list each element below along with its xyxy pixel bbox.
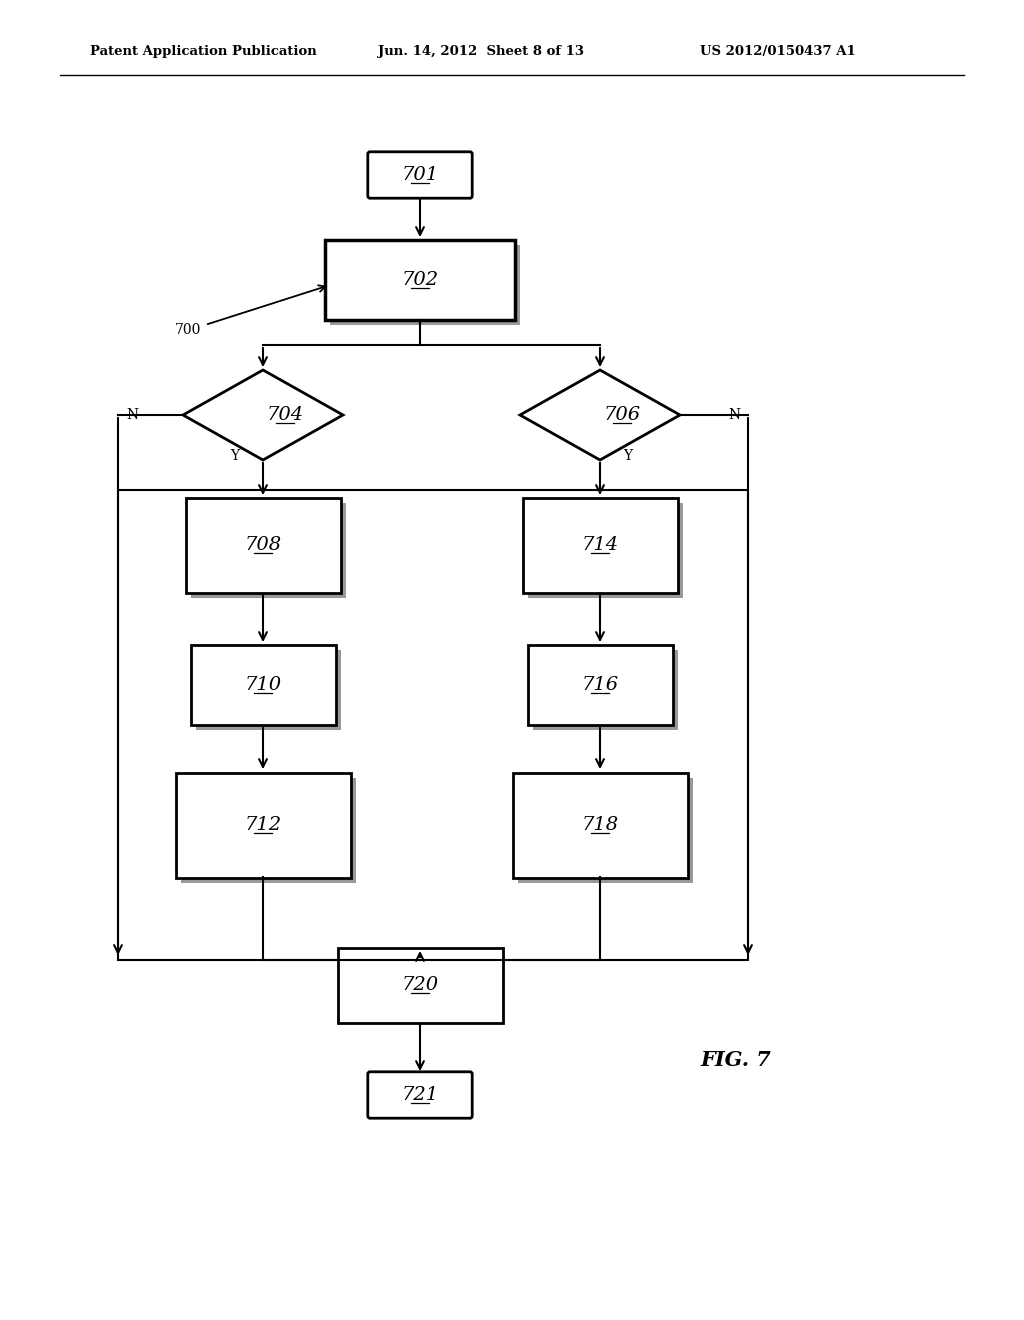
Bar bbox=[338, 948, 503, 1023]
Bar bbox=[185, 498, 341, 593]
Bar bbox=[517, 777, 692, 883]
Text: 702: 702 bbox=[401, 271, 438, 289]
Text: 704: 704 bbox=[266, 407, 303, 424]
Text: US 2012/0150437 A1: US 2012/0150437 A1 bbox=[700, 45, 856, 58]
Text: 716: 716 bbox=[582, 676, 618, 694]
FancyBboxPatch shape bbox=[368, 1072, 472, 1118]
Bar bbox=[330, 246, 520, 325]
FancyBboxPatch shape bbox=[368, 152, 472, 198]
Bar bbox=[175, 772, 350, 878]
Text: N: N bbox=[728, 408, 740, 422]
Text: 706: 706 bbox=[603, 407, 641, 424]
Text: 710: 710 bbox=[245, 676, 282, 694]
Text: 720: 720 bbox=[401, 975, 438, 994]
Text: Patent Application Publication: Patent Application Publication bbox=[90, 45, 316, 58]
Bar bbox=[118, 490, 748, 960]
Bar bbox=[190, 503, 345, 598]
Polygon shape bbox=[520, 370, 680, 459]
Polygon shape bbox=[183, 370, 343, 459]
Text: Jun. 14, 2012  Sheet 8 of 13: Jun. 14, 2012 Sheet 8 of 13 bbox=[378, 45, 584, 58]
Text: N: N bbox=[126, 408, 138, 422]
Bar bbox=[190, 645, 336, 725]
Bar bbox=[527, 645, 673, 725]
Bar bbox=[532, 649, 678, 730]
Bar bbox=[325, 240, 515, 319]
Text: 721: 721 bbox=[401, 1086, 438, 1104]
Text: Y: Y bbox=[624, 449, 633, 463]
Text: 700: 700 bbox=[175, 323, 202, 337]
Bar bbox=[527, 503, 683, 598]
Text: 714: 714 bbox=[582, 536, 618, 554]
Text: Y: Y bbox=[230, 449, 240, 463]
Bar bbox=[512, 772, 687, 878]
Bar bbox=[180, 777, 355, 883]
Text: 712: 712 bbox=[245, 816, 282, 834]
Bar bbox=[522, 498, 678, 593]
Text: FIG. 7: FIG. 7 bbox=[700, 1049, 771, 1071]
Text: 708: 708 bbox=[245, 536, 282, 554]
Bar bbox=[196, 649, 341, 730]
Text: 701: 701 bbox=[401, 166, 438, 183]
Text: 718: 718 bbox=[582, 816, 618, 834]
